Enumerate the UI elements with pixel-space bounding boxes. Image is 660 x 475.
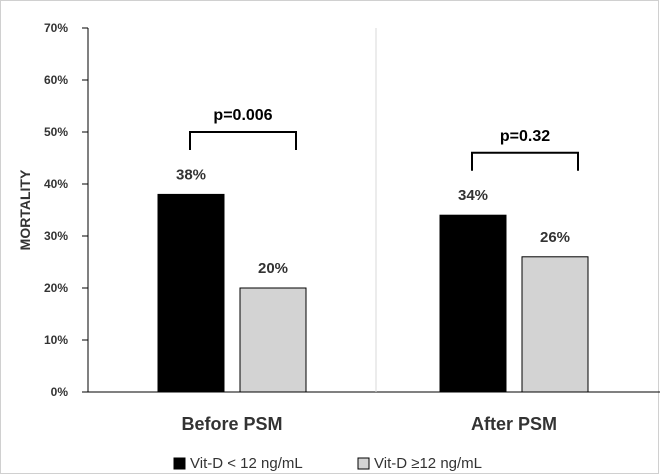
bar-value-label: 34% [458, 187, 488, 204]
bar-value-label: 20% [258, 260, 288, 277]
y-tick-label: 10% [44, 333, 68, 347]
bars-group: 38% 34% 20% 26% [157, 166, 589, 393]
legend-swatch [173, 457, 186, 470]
bar-value-label: 26% [540, 229, 570, 246]
legend-swatch [357, 457, 370, 470]
y-tick-label: 70% [44, 21, 68, 35]
significance-annotations: p=0.006 p=0.32 [189, 107, 579, 171]
y-tick-label: 20% [44, 281, 68, 295]
category-label: After PSM [471, 414, 557, 434]
legend: Vit-D < 12 ng/mL Vit-D ≥12 ng/mL [173, 455, 482, 472]
bar [239, 287, 307, 393]
category-label: Before PSM [181, 414, 282, 434]
bar [521, 256, 589, 393]
legend-label: Vit-D < 12 ng/mL [190, 455, 303, 472]
significance-bracket [189, 131, 297, 150]
legend-label: Vit-D ≥12 ng/mL [374, 455, 482, 472]
bar [157, 193, 225, 393]
y-axis-ticks: 0% 10% 20% 30% 40% 50% 60% 70% [44, 21, 88, 399]
bar [439, 214, 507, 393]
y-tick-label: 50% [44, 125, 68, 139]
p-value-label: p=0.32 [500, 128, 550, 145]
category-labels: Before PSM After PSM [181, 414, 557, 434]
y-tick-label: 0% [51, 385, 69, 399]
p-value-label: p=0.006 [213, 107, 272, 124]
y-axis-label: MORTALITY [17, 169, 33, 250]
bar-value-label: 38% [176, 166, 206, 183]
y-tick-label: 60% [44, 73, 68, 87]
y-tick-label: 30% [44, 229, 68, 243]
y-tick-label: 40% [44, 177, 68, 191]
significance-bracket [471, 151, 579, 171]
